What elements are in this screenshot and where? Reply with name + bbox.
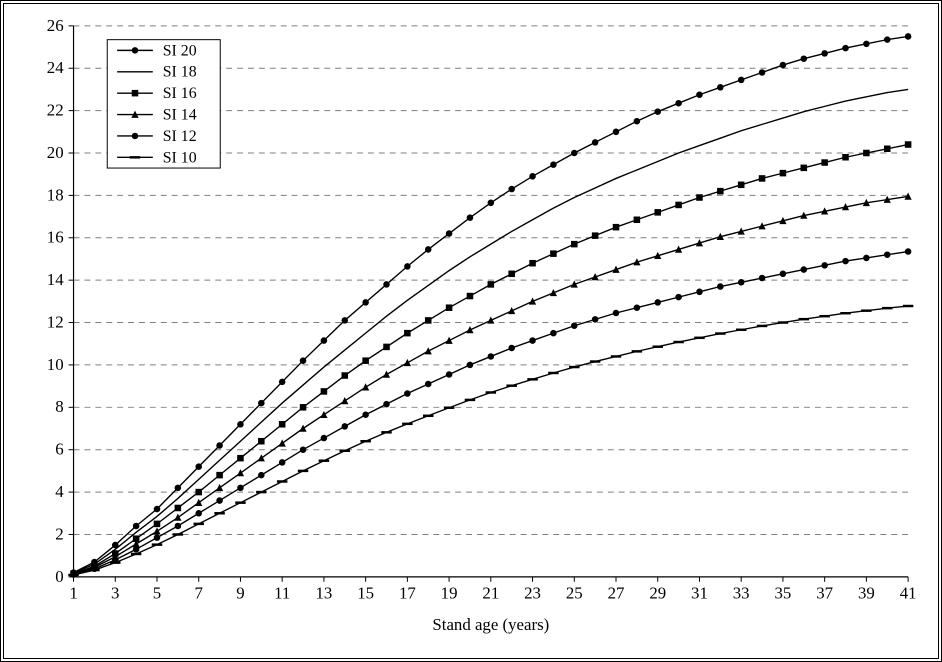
- svg-text:29: 29: [649, 584, 666, 603]
- svg-text:39: 39: [858, 584, 875, 603]
- svg-text:SI 10: SI 10: [163, 149, 197, 166]
- svg-text:27: 27: [608, 584, 625, 603]
- chart-frame: 1357911131517192123252729313335373941024…: [0, 0, 942, 662]
- svg-text:7: 7: [195, 584, 203, 603]
- chart-container: 1357911131517192123252729313335373941024…: [22, 14, 920, 644]
- svg-text:19: 19: [441, 584, 458, 603]
- svg-text:5: 5: [153, 584, 161, 603]
- svg-text:SI 12: SI 12: [163, 128, 197, 145]
- svg-text:SI 18: SI 18: [163, 64, 197, 81]
- svg-text:13: 13: [315, 584, 332, 603]
- svg-text:8: 8: [55, 397, 63, 416]
- svg-text:26: 26: [47, 16, 64, 35]
- svg-text:3: 3: [111, 584, 119, 603]
- svg-text:16: 16: [47, 228, 64, 247]
- svg-text:SI 20: SI 20: [163, 42, 197, 59]
- svg-text:SI 16: SI 16: [163, 85, 197, 102]
- svg-text:25: 25: [566, 584, 583, 603]
- svg-text:17: 17: [399, 584, 416, 603]
- svg-text:31: 31: [691, 584, 708, 603]
- svg-text:6: 6: [55, 440, 63, 459]
- svg-text:35: 35: [775, 584, 792, 603]
- svg-text:24: 24: [47, 58, 64, 77]
- svg-text:0: 0: [55, 567, 63, 586]
- svg-text:SI 14: SI 14: [163, 107, 197, 124]
- svg-text:15: 15: [357, 584, 374, 603]
- svg-text:11: 11: [274, 584, 290, 603]
- svg-text:9: 9: [236, 584, 244, 603]
- svg-text:4: 4: [55, 482, 64, 501]
- svg-text:22: 22: [47, 101, 64, 120]
- svg-text:10: 10: [47, 355, 64, 374]
- svg-text:2: 2: [55, 524, 63, 543]
- svg-text:37: 37: [816, 584, 833, 603]
- svg-text:14: 14: [47, 270, 64, 289]
- line-chart: 1357911131517192123252729313335373941024…: [22, 14, 920, 644]
- svg-text:Stand age (years): Stand age (years): [432, 615, 549, 634]
- svg-text:21: 21: [482, 584, 499, 603]
- svg-text:18: 18: [47, 185, 64, 204]
- svg-text:20: 20: [47, 143, 64, 162]
- svg-text:23: 23: [524, 584, 541, 603]
- svg-text:33: 33: [733, 584, 750, 603]
- svg-text:1: 1: [69, 584, 77, 603]
- svg-text:41: 41: [900, 584, 917, 603]
- svg-text:12: 12: [47, 313, 64, 332]
